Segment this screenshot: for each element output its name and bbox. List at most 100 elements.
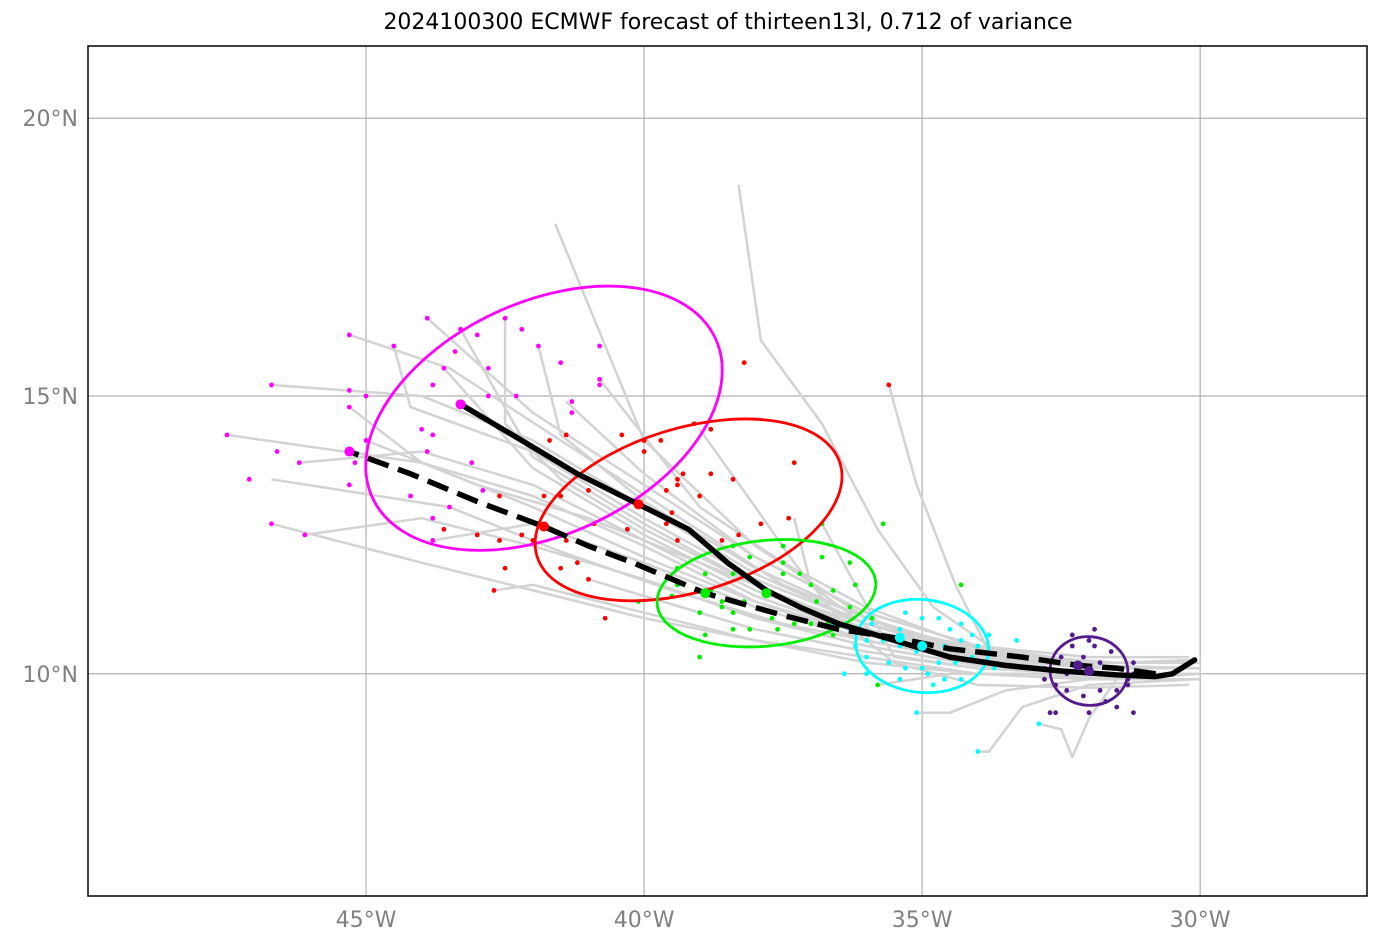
member-point-0-16 [513,393,519,399]
member-point-1-18 [586,488,591,493]
ensemble-member-points [224,315,1136,754]
member-point-4-0 [1086,638,1092,643]
member-point-0-25 [296,460,302,466]
mean-track-solid [457,401,1198,680]
member-point-1-24 [497,538,502,543]
member-point-4-1 [1069,643,1075,649]
member-point-0-18 [430,382,436,388]
member-point-1-35 [697,493,703,499]
member-point-3-28 [992,665,997,671]
member-point-1-43 [786,515,792,521]
member-point-3-30 [914,710,919,716]
member-point-0-41 [452,349,458,354]
member-point-3-8 [986,632,992,638]
y-tick-label: 15°N [23,385,78,410]
member-point-0-15 [569,410,575,416]
member-point-4-5 [1097,660,1103,666]
member-point-2-38 [697,610,703,616]
mean-marker-2 [761,588,772,599]
mean-marker-4 [1083,666,1094,676]
member-point-2-12 [847,560,853,566]
chart-title: 2024100300 ECMWF forecast of thirteen13l… [383,10,1073,35]
member-point-2-8 [780,560,786,566]
member-point-2-24 [702,571,708,577]
member-point-0-10 [558,360,564,366]
member-point-3-36 [975,749,981,754]
mean-tracks [344,399,1198,680]
member-point-3-9 [975,643,981,649]
member-point-3-35 [897,676,903,682]
member-point-0-31 [352,460,358,466]
member-point-2-35 [702,632,708,638]
member-point-4-11 [1080,693,1086,699]
uncertainty-ellipse-0 [364,284,724,552]
member-point-4-21 [1108,649,1114,654]
mean-marker-8 [894,632,905,643]
member-point-2-15 [847,604,853,610]
member-point-1-26 [574,560,580,566]
member-point-2-16 [869,615,875,621]
member-point-0-29 [424,449,430,454]
member-point-0-37 [430,538,436,543]
ensemble-track-25 [537,345,1190,664]
member-point-1-0 [741,360,747,366]
member-point-3-13 [914,649,919,654]
member-point-1-38 [558,565,564,571]
member-point-2-1 [880,521,886,527]
member-point-0-14 [569,399,575,404]
member-point-3-20 [864,654,869,660]
member-point-0-26 [363,438,369,443]
member-point-2-19 [719,599,725,604]
member-point-3-6 [958,621,964,627]
member-point-3-5 [947,626,953,632]
member-point-0-21 [363,393,369,399]
member-point-2-2 [958,582,964,588]
member-point-1-28 [625,526,630,532]
member-point-3-1 [903,610,908,616]
member-point-2-27 [730,610,736,616]
member-point-2-20 [719,604,725,610]
member-point-3-16 [864,638,869,643]
member-point-4-18 [1086,710,1092,716]
mean-marker-5 [344,446,355,457]
member-point-0-35 [302,532,308,538]
member-point-4-16 [1114,704,1120,710]
member-point-3-38 [841,671,847,677]
member-point-0-6 [502,315,508,321]
member-point-0-33 [246,476,252,482]
member-point-1-12 [563,432,569,438]
member-point-2-17 [769,615,775,621]
grid-lines [88,46,1367,896]
member-point-2-7 [747,554,753,560]
member-point-2-25 [730,571,736,577]
member-point-2-29 [747,626,753,632]
member-point-3-23 [903,665,908,671]
member-point-1-3 [708,426,714,432]
member-point-1-32 [736,532,742,538]
mean-marker-9 [1072,660,1083,671]
member-point-2-5 [797,571,803,577]
member-point-2-6 [780,571,786,577]
member-point-0-19 [346,388,352,393]
member-point-1-39 [586,576,591,582]
member-point-0-5 [485,365,491,371]
ensemble-track-29 [877,672,1201,687]
member-point-0-36 [430,515,436,521]
member-point-0-28 [430,432,436,438]
member-point-2-11 [819,554,825,560]
plot-frame [87,45,1368,897]
x-tick-label: 40°W [614,908,675,933]
member-point-1-14 [675,482,680,488]
member-point-0-8 [536,343,541,349]
ensemble-track-4 [887,384,1184,664]
member-point-0-23 [224,432,230,438]
member-point-1-30 [675,538,680,543]
member-point-0-12 [597,376,602,382]
member-point-1-15 [730,476,736,482]
member-point-4-20 [1092,643,1097,649]
y-tick-label: 10°N [23,663,78,688]
y-tick-label: 20°N [23,107,78,132]
member-point-3-2 [897,626,903,632]
member-point-3-34 [925,671,931,677]
member-point-0-22 [269,382,274,388]
